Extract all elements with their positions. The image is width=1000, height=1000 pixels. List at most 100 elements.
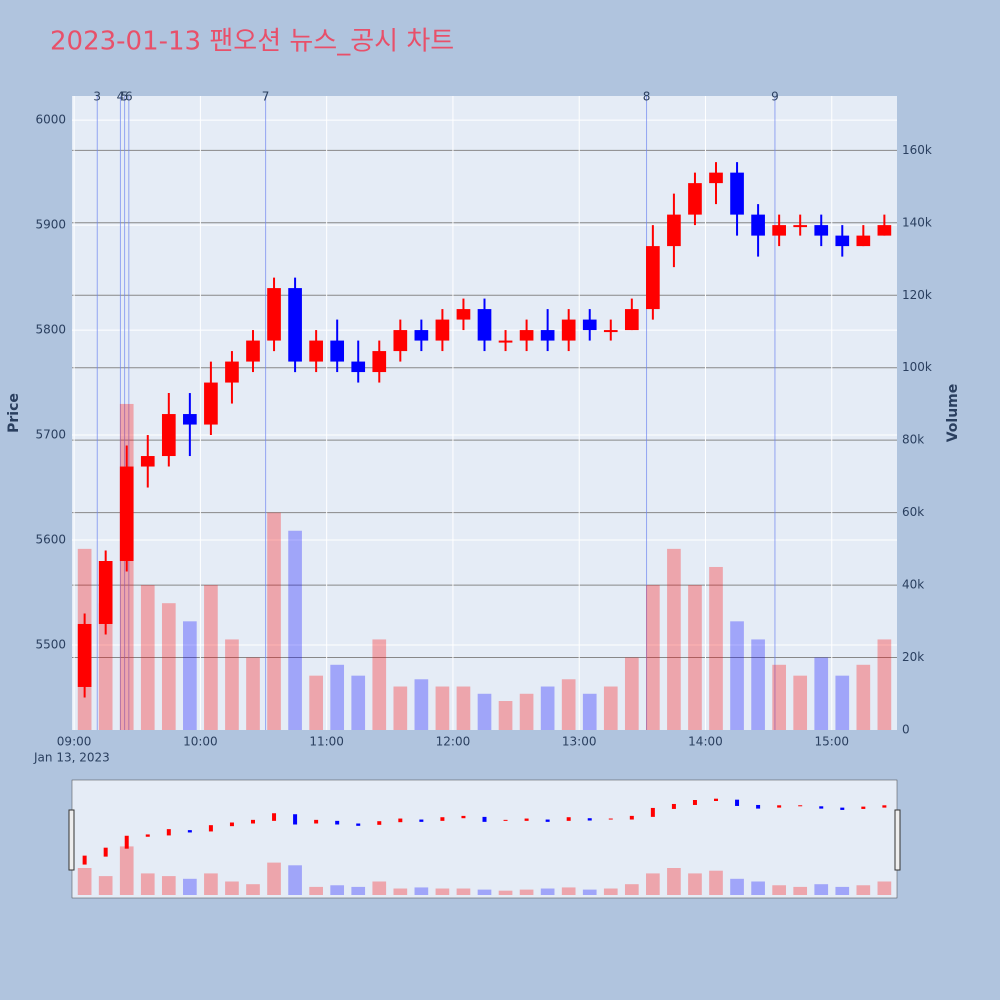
news-label: 5 — [121, 90, 129, 104]
mini-volume-bar — [372, 881, 387, 895]
mini-volume-bar — [161, 876, 176, 895]
mini-volume-bar — [519, 889, 534, 895]
candle-body — [688, 183, 702, 215]
mini-volume-bar — [77, 868, 92, 895]
candle-body — [835, 235, 850, 247]
news-label: 3 — [93, 90, 101, 104]
volume-bar — [603, 686, 618, 730]
news-label: 9 — [771, 90, 779, 104]
x-tick-label: 15:00 — [814, 735, 849, 749]
x-tick-label: 14:00 — [688, 735, 723, 749]
candle-body — [540, 330, 555, 341]
volume-bar — [140, 585, 155, 730]
mini-volume-bar — [435, 888, 450, 895]
volume-bar — [519, 693, 534, 730]
volume-bar — [267, 512, 281, 730]
volume-bar — [414, 679, 429, 730]
y-tick-label: 5700 — [35, 428, 66, 442]
candle-body — [77, 623, 92, 687]
x-tick-label: 10:00 — [183, 735, 218, 749]
volume-bar — [751, 639, 765, 730]
candle-body — [309, 340, 323, 362]
mini-volume-bar — [667, 868, 681, 895]
volume-bar — [161, 603, 176, 730]
volume-bar — [456, 686, 471, 730]
candle-body — [751, 214, 765, 236]
mini-volume-bar — [856, 885, 871, 895]
volume-bar — [561, 679, 576, 730]
volume-bar — [393, 686, 408, 730]
volume-bar — [204, 585, 218, 730]
volume-bar — [246, 657, 260, 730]
y2-tick-label: 40k — [902, 578, 924, 592]
volume-bar — [835, 675, 850, 730]
news-label: 4 — [117, 90, 125, 104]
y2-tick-label: 60k — [902, 505, 924, 519]
volume-bar — [351, 675, 366, 730]
volume-bar — [730, 621, 744, 730]
candle-body — [161, 414, 176, 457]
candle-body — [877, 225, 892, 236]
range-slider[interactable] — [71, 779, 898, 899]
candle-body — [246, 340, 260, 362]
mini-volume-bar — [835, 886, 850, 895]
volume-bar — [98, 603, 113, 730]
candle-body — [477, 309, 492, 341]
volume-bar — [793, 675, 808, 730]
x-date-label: Jan 13, 2023 — [33, 751, 110, 765]
candle-body — [119, 466, 134, 562]
mini-volume-bar — [414, 887, 429, 895]
mini-volume-bar — [351, 886, 366, 895]
volume-bar — [688, 585, 702, 730]
mini-volume-bar — [793, 886, 808, 895]
candle-body — [814, 225, 829, 236]
y-tick-label: 5500 — [35, 637, 66, 651]
candle-body — [393, 330, 408, 352]
candle-body — [414, 330, 429, 341]
mini-volume-bar — [119, 846, 134, 895]
y-tick-label: 5800 — [35, 323, 66, 337]
mini-volume-bar — [582, 889, 597, 895]
volume-bar — [477, 693, 492, 730]
volume-bar — [225, 639, 239, 730]
candle-body — [267, 288, 281, 341]
candle-body — [582, 319, 597, 331]
mini-volume-bar — [309, 886, 323, 895]
candle-body — [709, 172, 723, 184]
candle-body — [624, 309, 639, 331]
slider-handle[interactable] — [894, 809, 901, 871]
y2-tick-label: 20k — [902, 650, 924, 664]
candle-body — [351, 361, 366, 373]
mini-volume-bar — [204, 873, 218, 895]
slider-handle[interactable] — [68, 809, 75, 871]
volume-bar — [330, 664, 345, 730]
volume-bar — [772, 664, 786, 730]
news-label: 7 — [262, 90, 270, 104]
candle-body — [98, 561, 113, 624]
volume-bar — [624, 657, 639, 730]
mini-volume-bar — [688, 873, 702, 895]
y2-tick-label: 80k — [902, 433, 924, 447]
volume-bar — [877, 639, 892, 730]
mini-volume-bar — [772, 885, 786, 895]
candle-body — [204, 382, 218, 425]
volume-bar — [309, 675, 323, 730]
volume-bar — [814, 657, 829, 730]
x-tick-label: 12:00 — [436, 735, 471, 749]
y2-tick-label: 120k — [902, 288, 932, 302]
y-axis-title: Price — [6, 393, 22, 433]
mini-volume-bar — [330, 885, 345, 895]
mini-volume-bar — [814, 884, 829, 895]
candle-body — [772, 225, 786, 236]
news-label: 6 — [125, 90, 133, 104]
volume-bar — [288, 530, 302, 730]
mini-volume-bar — [877, 881, 892, 895]
mini-volume-bar — [624, 884, 639, 895]
candle-body — [330, 340, 345, 362]
mini-volume-bar — [709, 870, 723, 895]
mini-volume-bar — [498, 890, 513, 895]
candle-body — [225, 361, 239, 383]
mini-volume-bar — [183, 878, 197, 895]
mini-volume-bar — [646, 873, 660, 895]
volume-bar — [435, 686, 450, 730]
